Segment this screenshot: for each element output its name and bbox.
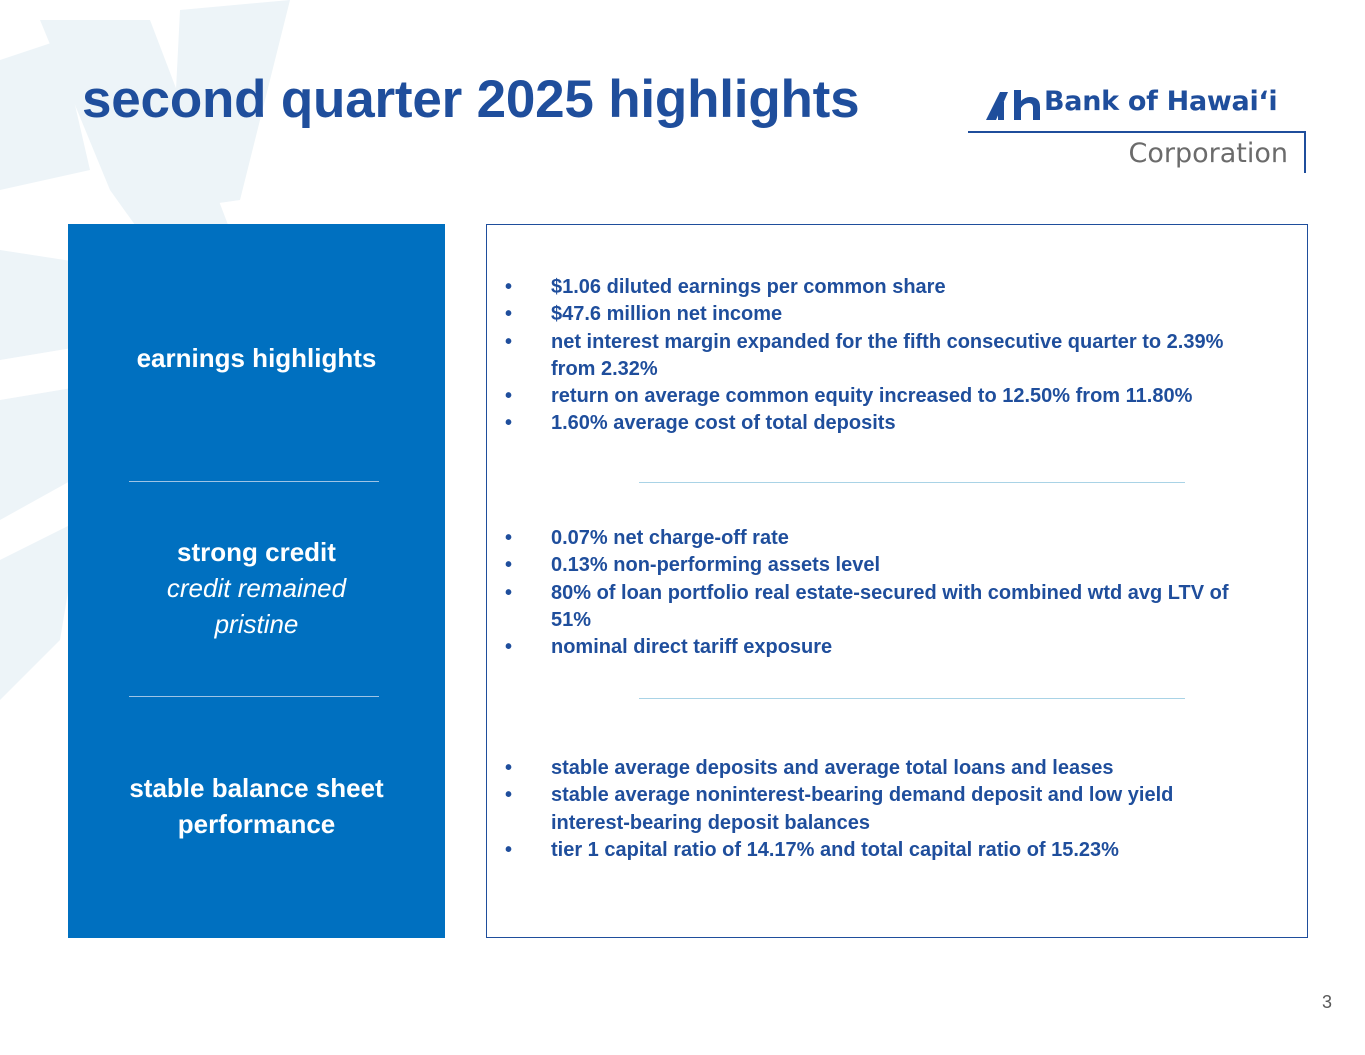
list-item: • $47.6 million net income: [505, 301, 1295, 328]
bullet-text: nominal direct tariff exposure: [551, 636, 833, 659]
category-earnings: earnings highlights: [68, 340, 445, 376]
category-heading: strong credit: [177, 537, 336, 567]
bullet-icon: •: [505, 554, 513, 577]
list-item: • 0.07% net charge-off rate: [505, 525, 1295, 552]
details-panel: • $1.06 diluted earnings per common share…: [486, 224, 1308, 938]
bullet-text: stable average noninterest-bearing deman…: [551, 784, 1174, 834]
bullet-text: tier 1 capital ratio of 14.17% and total…: [551, 838, 1119, 861]
category-balance-sheet: stable balance sheet performance: [68, 770, 445, 842]
list-item: • nominal direct tariff exposure: [505, 634, 1295, 661]
credit-bullet-list: • 0.07% net charge-off rate • 0.13% non-pe…: [505, 525, 1295, 661]
list-item: • stable average noninterest-bearing dema…: [505, 782, 1295, 837]
category-panel: earnings highlights strong credit credit…: [68, 224, 445, 938]
bullet-icon: •: [505, 276, 513, 298]
list-item: • 80% of loan portfolio real estate-secur…: [505, 580, 1295, 635]
bank-logo: Bank of Hawaiʻi Corporation: [968, 80, 1308, 176]
bullet-text: $1.06 diluted earnings per common share: [551, 276, 946, 298]
bullet-icon: •: [505, 636, 513, 659]
bullet-text: net interest margin expanded for the fif…: [551, 330, 1224, 380]
bank-logo-subtitle: Corporation: [1128, 138, 1289, 169]
list-item: • net interest margin expanded for the fi…: [505, 329, 1295, 384]
logo-rule-horizontal: [968, 131, 1306, 133]
bullet-text: 1.60% average cost of total deposits: [551, 412, 896, 435]
list-item: • 0.13% non-performing assets level: [505, 552, 1295, 579]
list-item: • $1.06 diluted earnings per common share: [505, 274, 1295, 301]
earnings-bullet-list: • $1.06 diluted earnings per common share…: [505, 274, 1295, 438]
bullet-icon: •: [505, 581, 513, 604]
list-item: • stable average deposits and average tot…: [505, 755, 1295, 782]
category-heading: earnings highlights: [136, 343, 377, 373]
category-credit: strong credit credit remained pristine: [68, 534, 445, 642]
bank-logo-name: Bank of Hawaiʻi: [1044, 86, 1278, 117]
bullet-icon: •: [505, 784, 513, 807]
list-item: • tier 1 capital ratio of 14.17% and tota…: [505, 837, 1295, 864]
bullet-icon: •: [505, 330, 513, 353]
bullet-text: 80% of loan portfolio real estate-secure…: [551, 581, 1229, 631]
bullet-icon: •: [505, 303, 513, 326]
bullet-icon: •: [505, 757, 513, 779]
bullet-icon: •: [505, 838, 513, 861]
balance-sheet-bullet-list: • stable average deposits and average tot…: [505, 755, 1295, 864]
section-divider: [639, 482, 1185, 483]
bullet-text: 0.07% net charge-off rate: [551, 527, 789, 549]
category-subheading: credit remained pristine: [166, 573, 347, 639]
bullet-icon: •: [505, 385, 513, 408]
category-divider: [129, 481, 379, 482]
bank-logo-mark-icon: [986, 90, 1040, 120]
bullet-icon: •: [505, 527, 513, 549]
slide-title: second quarter 2025 highlights: [82, 70, 860, 129]
bullet-text: $47.6 million net income: [551, 303, 783, 326]
page-number: 3: [1321, 992, 1332, 1012]
bullet-icon: •: [505, 412, 513, 435]
list-item: • 1.60% average cost of total deposits: [505, 410, 1295, 437]
bullet-text: 0.13% non-performing assets level: [551, 554, 881, 577]
list-item: • return on average common equity increas…: [505, 383, 1295, 410]
bullet-text: return on average common equity increase…: [551, 385, 1193, 408]
category-heading: stable balance sheet performance: [129, 773, 384, 839]
logo-rule-vertical: [1304, 131, 1306, 173]
category-divider: [129, 696, 379, 697]
bullet-text: stable average deposits and average tota…: [551, 757, 1114, 779]
section-divider: [639, 698, 1185, 699]
